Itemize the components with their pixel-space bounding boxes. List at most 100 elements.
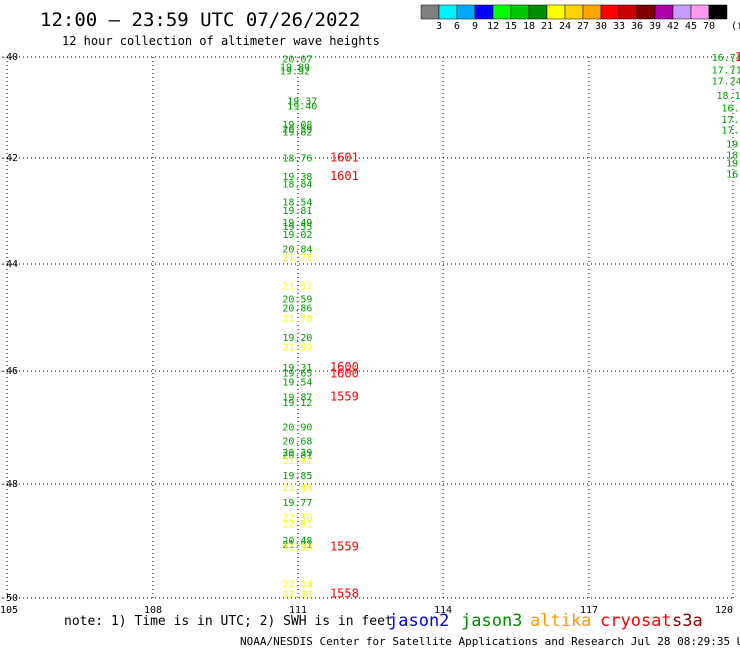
jason3-swh-label: 19.20 <box>282 333 312 344</box>
cryosat-swh-label: 1558 <box>330 587 359 601</box>
jason3-swh-label: 18.84 <box>282 180 312 191</box>
altika-swh-label: 21.75 <box>282 253 312 264</box>
jason3-swh-label: 19.87 <box>282 393 312 404</box>
jason3-swh-label: 19.02 <box>282 230 312 241</box>
jason3-swh-label: 19.89 <box>280 63 310 74</box>
jason3-swh-label: 19.08 <box>282 120 312 131</box>
altika-swh-label: 21.51 <box>282 281 312 292</box>
jason3-swh-label: 20.39 <box>282 448 312 459</box>
colorbar-swatch <box>438 4 458 20</box>
jason3-swh-label: 19.12 <box>282 398 312 409</box>
colorbar-label: 45 <box>685 21 697 32</box>
colorbar-label: 70 <box>703 21 715 32</box>
footer-credit: NOAA/NESDIS Center for Satellite Applica… <box>240 635 740 648</box>
altika-swh-label: 21.99 <box>282 342 312 353</box>
mission-jason2: jason2 <box>388 611 449 631</box>
jason3-swh-label: 20.90 <box>282 423 312 434</box>
jason3-swh-label: 20.59 <box>282 124 312 135</box>
colorbar-swatch <box>510 4 530 20</box>
cryosat-swh-label: 1601 <box>330 151 359 165</box>
x-tick-label: 105 <box>0 605 18 616</box>
plot-area: 20.0719.8919.9219.3719.4019.0820.5919.82… <box>280 50 740 601</box>
jason3-swh-label: 20.86 <box>282 303 312 314</box>
colorbar-unit: (ft) <box>731 21 740 32</box>
colorbar-swatch <box>636 4 656 20</box>
jason3-swh-label: 17.24 <box>712 76 740 87</box>
jason3-swh-label: 18.14 <box>716 91 740 102</box>
mission-s3a: s3a <box>672 611 703 631</box>
colorbar-label: 12 <box>487 21 499 32</box>
jason3-swh-label: 19.6 <box>726 158 740 169</box>
colorbar-swatch <box>618 4 638 20</box>
jason3-swh-label: 17.88 <box>721 115 740 126</box>
jason3-swh-label: 18.54 <box>282 197 312 208</box>
colorbar-swatch <box>528 4 548 20</box>
colorbar-label: 27 <box>577 21 589 32</box>
y-tick-label: -44 <box>0 259 18 270</box>
colorbar-label: 36 <box>631 21 643 32</box>
colorbar-label: 39 <box>649 21 661 32</box>
colorbar-swatch <box>690 4 710 20</box>
x-tick-label: 114 <box>434 605 452 616</box>
jason3-swh-label: 18.76 <box>282 154 312 165</box>
colorbar-label: 21 <box>541 21 553 32</box>
colorbar-swatch <box>672 4 692 20</box>
x-tick-label: 111 <box>289 605 307 616</box>
jason3-swh-label: 19.49 <box>282 218 312 229</box>
altika-swh-label: 21.93 <box>282 543 312 554</box>
x-tick-label: 108 <box>144 605 162 616</box>
altika-swh-label: 22.50 <box>282 513 312 524</box>
jason3-swh-label: 19.92 <box>280 67 310 78</box>
jason3-swh-label: 20.84 <box>282 245 312 256</box>
chart-title: 12:00 – 23:59 UTC 07/26/2022 <box>40 9 360 31</box>
colorbar-swatch <box>600 4 620 20</box>
jason3-swh-label: 16.85 <box>721 103 740 114</box>
colorbar-label: 33 <box>613 21 625 32</box>
jason3-swh-label: 19.55 <box>282 222 312 233</box>
jason3-swh-label: 20.59 <box>282 294 312 305</box>
cryosat-swh-label: 1601 <box>330 169 359 183</box>
cryosat-swh-label: 1559 <box>330 540 359 554</box>
jason3-swh-label: 19.85 <box>282 471 312 482</box>
x-tick-label: 120 <box>715 605 733 616</box>
mission-legend: jason2 jason3 altika cryosat s3a <box>388 611 703 631</box>
colorbar-swatch <box>456 4 476 20</box>
colorbar-label: 30 <box>595 21 607 32</box>
jason3-swh-label: 16.5 <box>726 169 740 180</box>
jason3-swh-label: 19.65 <box>282 368 312 379</box>
jason3-swh-label: 19.82 <box>282 128 312 139</box>
jason3-swh-label: 21.81 <box>282 540 312 551</box>
colorbar-swatch <box>564 4 584 20</box>
colorbar-swatch <box>474 4 494 20</box>
jason3-swh-label: 18.1 <box>726 150 740 161</box>
cryosat-swh-label: 1600 <box>330 366 359 380</box>
cryosat-swh-label: 1600 <box>330 360 359 374</box>
colorbar-label: 6 <box>454 21 460 32</box>
y-tick-label: -40 <box>0 52 18 63</box>
colorbar-swatch <box>420 4 440 20</box>
cryosat-swh-label: 1 <box>735 50 740 64</box>
altika-swh-label: 21.81 <box>282 456 312 467</box>
jason3-swh-label: 19.31 <box>282 363 312 374</box>
x-tick-label: 117 <box>580 605 598 616</box>
jason3-swh-label: 17.71 <box>712 65 740 76</box>
colorbar-swatch <box>582 4 602 20</box>
altika-swh-label: 21.46 <box>282 483 312 494</box>
altika-swh-label: 22.04 <box>282 579 312 590</box>
colorbar-label: 15 <box>505 21 517 32</box>
y-tick-label: -46 <box>0 366 18 377</box>
jason3-swh-label: 19.77 <box>282 498 312 509</box>
mission-altika: altika <box>530 611 591 631</box>
jason3-swh-label: 16.74 <box>712 53 740 64</box>
mission-jason3: jason3 <box>461 611 522 631</box>
jason3-swh-label: 19.54 <box>282 378 312 389</box>
jason3-swh-label: 19.37 <box>287 96 317 107</box>
y-tick-label: -42 <box>0 153 18 164</box>
jason3-swh-label: 17.5 <box>721 125 740 136</box>
chart-subtitle: 12 hour collection of altimeter wave hei… <box>62 34 380 48</box>
jason3-swh-label: 19.38 <box>282 172 312 183</box>
y-tick-label: -50 <box>0 593 18 604</box>
jason3-swh-label: 19.81 <box>282 206 312 217</box>
colorbar-label: 9 <box>472 21 478 32</box>
